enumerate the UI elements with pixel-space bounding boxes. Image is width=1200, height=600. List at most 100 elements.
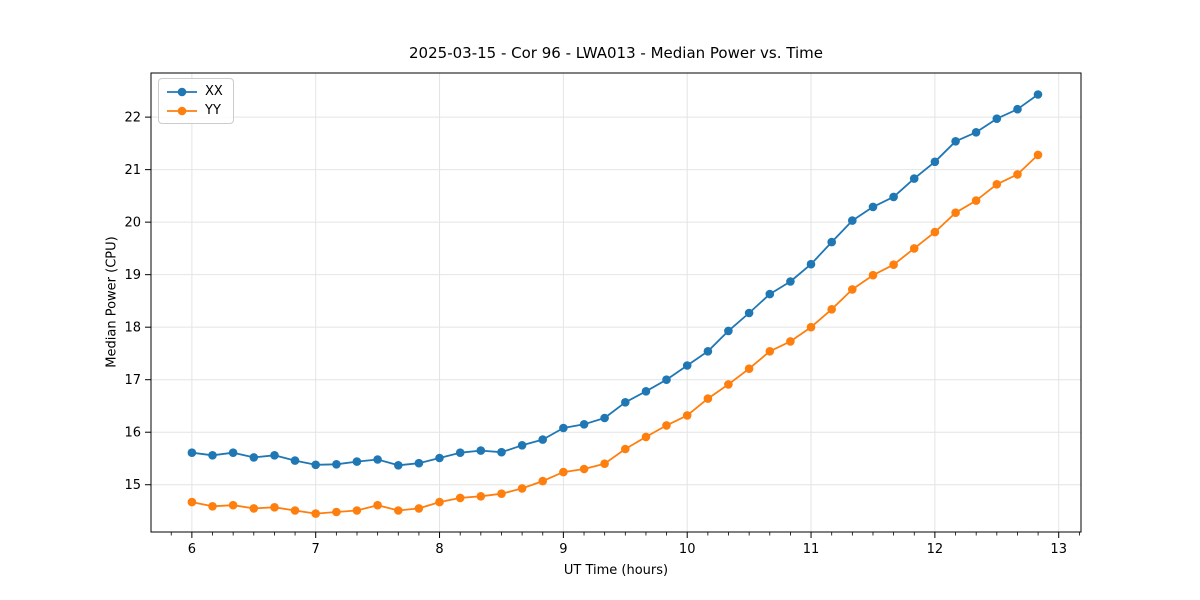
data-point-xx <box>724 326 733 336</box>
data-point-yy <box>579 464 589 474</box>
data-point-xx <box>517 441 527 450</box>
data-point-yy <box>641 432 651 442</box>
y-tick-label: 21 <box>124 163 141 178</box>
x-tick-label: 7 <box>312 542 320 557</box>
data-point-xx <box>848 216 857 225</box>
data-point-yy <box>373 500 382 510</box>
data-point-yy <box>435 497 444 507</box>
data-point-yy <box>270 503 279 512</box>
data-point-yy <box>848 285 857 294</box>
data-point-xx <box>579 420 589 429</box>
x-tick-label: 9 <box>559 542 567 557</box>
data-point-xx <box>889 192 898 202</box>
data-point-yy <box>951 208 960 217</box>
y-tick-label: 19 <box>124 268 141 283</box>
data-point-yy <box>930 227 940 237</box>
data-point-xx <box>187 448 197 458</box>
data-point-yy <box>992 180 1002 189</box>
legend-line-marker-yy-icon <box>167 106 197 115</box>
series-yy <box>187 150 1043 518</box>
x-tick-label: 10 <box>679 542 696 557</box>
data-point-xx <box>538 435 547 444</box>
data-point-yy <box>786 337 795 346</box>
y-tick-label: 22 <box>124 111 141 126</box>
data-point-yy <box>909 244 919 253</box>
data-point-yy <box>497 489 506 499</box>
legend: XX YY <box>158 78 234 124</box>
data-point-xx <box>621 398 630 407</box>
data-point-xx <box>682 361 692 370</box>
x-tick-label: 13 <box>1050 542 1067 557</box>
data-point-xx <box>1013 104 1022 114</box>
data-point-xx <box>909 174 919 183</box>
y-tick-label: 15 <box>124 478 141 493</box>
y-axis-label: Median Power (CPU) <box>104 236 120 368</box>
data-point-xx <box>786 277 795 286</box>
data-point-yy <box>455 493 465 503</box>
data-point-xx <box>270 451 279 460</box>
legend-label-yy: YY <box>205 103 221 118</box>
data-point-yy <box>332 507 341 517</box>
data-point-yy <box>682 411 692 420</box>
legend-line-marker-xx-icon <box>167 87 197 96</box>
legend-item-yy: YY <box>166 101 223 120</box>
data-point-xx <box>951 137 960 146</box>
data-point-yy <box>662 421 671 430</box>
data-point-xx <box>497 447 506 457</box>
data-point-xx <box>765 289 775 299</box>
data-point-xx <box>394 461 403 470</box>
data-point-xx <box>641 387 651 396</box>
data-point-xx <box>332 460 341 469</box>
data-point-xx <box>744 308 754 318</box>
data-point-xx <box>992 114 1002 123</box>
data-point-yy <box>765 347 775 356</box>
axis-ticks <box>145 116 1080 538</box>
data-point-xx <box>455 448 465 458</box>
data-point-yy <box>394 506 403 515</box>
data-point-xx <box>311 460 321 470</box>
series-xx <box>187 90 1043 470</box>
plot-border <box>150 72 1082 533</box>
data-point-yy <box>187 497 197 507</box>
data-point-xx <box>930 157 940 167</box>
data-point-yy <box>228 500 238 510</box>
data-point-yy <box>311 509 321 518</box>
data-point-yy <box>744 364 754 374</box>
tick-labels: 6 7 8 9 10 11 12 13 15 16 17 18 19 20 21 22 <box>124 111 1067 557</box>
data-point-xx <box>806 259 816 269</box>
data-point-xx <box>1033 90 1043 99</box>
y-tick-label: 17 <box>124 373 141 388</box>
data-point-xx <box>662 375 671 385</box>
data-point-yy <box>414 504 424 513</box>
data-point-xx <box>435 453 444 463</box>
x-axis-label: UT Time (hours) <box>563 563 669 578</box>
data-point-xx <box>827 237 836 247</box>
data-point-xx <box>373 455 382 464</box>
data-point-yy <box>352 506 362 515</box>
data-point-yy <box>559 467 568 477</box>
data-point-xx <box>971 128 981 137</box>
legend-item-xx: XX <box>166 82 223 101</box>
data-point-yy <box>806 322 816 332</box>
chart-title: 2025-03-15 - Cor 96 - LWA013 - Median Po… <box>409 44 823 62</box>
data-point-xx <box>559 423 568 433</box>
data-point-yy <box>208 502 217 511</box>
legend-label-xx: XX <box>205 84 223 99</box>
data-point-xx <box>352 457 362 466</box>
data-point-xx <box>703 347 713 356</box>
data-point-xx <box>208 451 217 460</box>
data-point-xx <box>290 456 300 465</box>
data-point-xx <box>249 453 259 462</box>
y-tick-label: 16 <box>124 426 141 441</box>
data-point-xx <box>476 446 486 455</box>
data-point-yy <box>290 506 300 515</box>
data-point-yy <box>476 492 486 501</box>
data-point-yy <box>827 305 836 314</box>
data-point-yy <box>621 444 630 454</box>
data-point-xx <box>414 458 424 468</box>
data-point-xx <box>868 202 878 212</box>
data-point-yy <box>249 504 259 513</box>
data-point-yy <box>703 394 713 403</box>
data-point-yy <box>868 270 878 280</box>
